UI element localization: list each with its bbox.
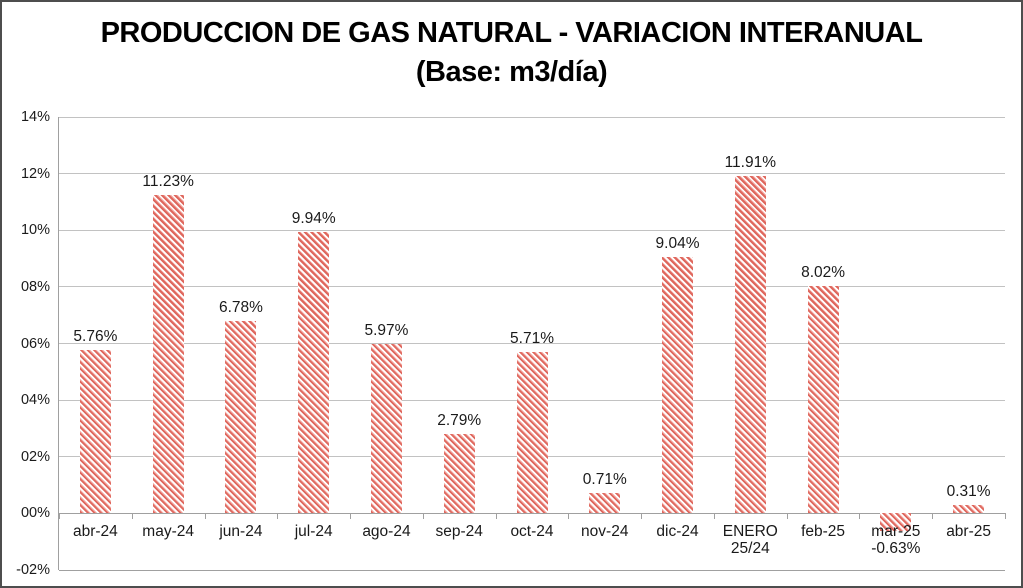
x-axis-category-label: dic-24 [641,523,714,540]
y-axis-tick-label: 14% [20,109,50,125]
x-axis-category-label: oct-24 [496,523,569,540]
x-axis-category-label-line: jun-24 [219,523,263,540]
x-axis-category-label: ago-24 [350,523,423,540]
x-axis-tick [713,513,715,520]
x-axis-category-label-line: mar-25 [871,523,921,540]
x-axis-category-label-line: dic-24 [656,523,699,540]
bar-value-label: 2.79% [437,412,482,430]
bar-value-label: 5.71% [510,329,554,347]
bar [734,176,766,514]
chart-title-line1: PRODUCCION DE GAS NATURAL - VARIACION IN… [100,17,923,49]
x-axis-category-label: feb-25 [787,523,860,540]
x-axis-tick [422,513,424,520]
x-axis-tick [786,513,788,520]
bar [807,286,839,514]
x-axis-category-label-line: 25/24 [730,540,770,557]
gridline [59,173,1005,175]
x-axis-category-label-line: oct-24 [510,523,554,540]
x-axis-tick [568,513,570,520]
bar [516,351,548,514]
bar [880,513,912,532]
y-axis-tick-label: 12% [20,165,50,182]
bar [443,434,475,514]
x-axis-category-label: nov-24 [568,523,641,540]
bar-value-label: 9.94% [291,209,336,227]
bar [225,321,257,514]
x-axis-tick [1005,513,1006,520]
bar [589,493,621,514]
gridline [59,286,1005,288]
gridline [59,229,1005,231]
x-axis-category-label-line: nov-24 [581,523,629,540]
x-axis-category-label-line: sep-24 [435,523,483,540]
x-axis-tick [131,513,133,520]
gridline [59,569,1005,571]
bar-value-label: 5.76% [73,328,118,346]
x-axis-category-label-line: may-24 [142,523,194,540]
y-axis-tick-label: 02% [20,448,50,465]
x-axis-category-label: abr-25 [932,523,1005,540]
chart-title: PRODUCCION DE GAS NATURAL - VARIACION IN… [2,14,1021,92]
x-axis-tick [859,513,861,520]
x-axis-category-label-line: ENERO [722,523,778,540]
x-axis-category-label-line: abr-25 [946,523,991,540]
x-axis-tick [277,513,279,520]
x-axis-category-label: sep-24 [423,523,496,540]
x-axis-category-label: ENERO 25/24 [714,523,787,557]
y-axis-tick-label: 10% [20,222,50,239]
bar [662,257,694,514]
x-axis-category-label: jul-24 [277,523,350,540]
x-axis-tick [641,513,643,520]
bar [152,195,184,514]
bar-value-label: 9.04% [655,235,700,253]
y-axis-line [58,117,59,570]
bar [298,231,330,514]
x-axis-category-label-line: ago-24 [362,523,411,540]
bar-value-label: 8.02% [801,264,846,282]
bar [370,344,402,514]
y-axis-tick-label: 00% [20,505,50,522]
x-axis-category-label-line: abr-24 [72,523,118,540]
gridline [59,343,1005,344]
bar-value-label: 0.71% [582,471,627,489]
bar-value-label: 0.31% [946,482,991,500]
bar-value-label: 11.91% [724,154,777,172]
x-axis-category-label-line: -0.63% [871,540,921,557]
chart-title-line2: (Base: m3/día) [415,56,608,88]
y-axis-tick-label: 08% [20,278,50,295]
bar [79,350,111,514]
x-axis-tick [204,513,206,520]
bar-value-label: 11.23% [142,173,194,191]
x-axis-tick [350,513,352,520]
x-axis-category-label: jun-24 [205,523,278,540]
x-axis-tick [495,513,497,520]
y-axis-tick-label: 06% [20,335,50,352]
bar-value-label: 6.78% [218,299,263,317]
x-axis-tick [932,513,934,520]
gridline [59,512,1005,514]
x-axis-category-label: mar-25 -0.63% [859,523,932,557]
y-axis-tick-label: 04% [20,392,50,409]
x-axis-tick [59,513,60,520]
x-axis-category-label-line: jul-24 [294,523,333,540]
bar-value-label: 5.97% [364,322,409,340]
gridline [59,116,1005,118]
y-axis-tick-label: -02% [16,562,50,578]
x-axis-category-label-line: feb-25 [801,523,846,540]
x-axis-category-label: may-24 [132,523,205,540]
x-axis-category-label: abr-24 [59,523,132,540]
bar [953,504,985,514]
